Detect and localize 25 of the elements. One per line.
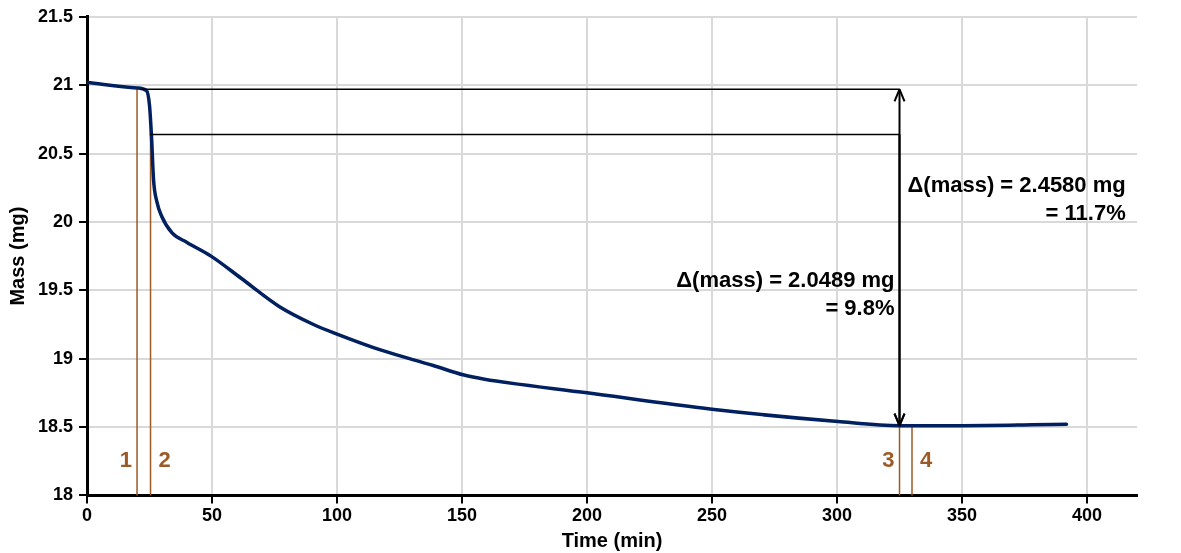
annotation: Δ(mass) = 2.4580 mg = 11.7% xyxy=(907,172,1126,226)
x-tick-label: 300 xyxy=(821,505,853,526)
y-tick-label: 19.5 xyxy=(37,279,74,300)
annotation: 4 xyxy=(919,447,933,473)
y-tick-label: 18 xyxy=(53,484,74,505)
x-tick-label: 400 xyxy=(1071,505,1103,526)
y-tick-label: 21 xyxy=(53,74,74,95)
x-tick-label: 0 xyxy=(82,505,93,526)
annotation: Δ(mass) = 2.0489 mg = 9.8% xyxy=(676,266,895,320)
x-tick-label: 200 xyxy=(571,505,603,526)
y-tick-label: 20 xyxy=(53,210,74,231)
y-tick-label: 18.5 xyxy=(37,416,74,436)
y-axis-title: Mass (mg) xyxy=(5,206,28,306)
annotation: 2 xyxy=(158,447,171,473)
annotation: 1 xyxy=(119,447,133,473)
annotation: 3 xyxy=(882,447,895,473)
x-tick-label: 100 xyxy=(322,505,353,526)
y-tick-label: 21.5 xyxy=(37,5,74,26)
x-tick-label: 150 xyxy=(447,505,478,526)
x-tick-label: 350 xyxy=(946,505,978,526)
x-tick-label: 50 xyxy=(202,505,223,526)
y-tick-label: 20.5 xyxy=(37,142,74,163)
x-axis-title: Time (min) xyxy=(561,528,663,551)
x-tick-label: 250 xyxy=(696,505,728,526)
y-tick-label: 19 xyxy=(53,347,74,368)
